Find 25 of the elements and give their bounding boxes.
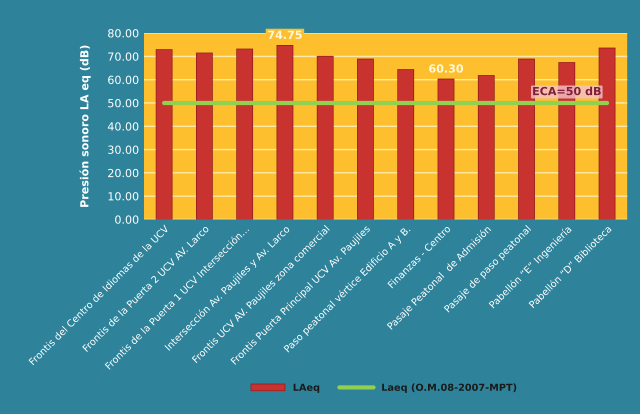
bar xyxy=(236,48,254,220)
bar xyxy=(316,56,334,220)
y-tick-label: 40.00 xyxy=(108,122,138,131)
y-tick-label: 60.00 xyxy=(108,76,138,84)
y-tick-label: 50.00 xyxy=(108,98,138,108)
bar xyxy=(478,75,495,220)
y-tick-label: 70.00 xyxy=(108,52,138,61)
y-tick-label: 0.00 xyxy=(115,215,138,224)
y-tick-label: 10.00 xyxy=(108,192,138,201)
bar xyxy=(397,69,414,220)
legend-label: Laeq (O.M.08-2007-MPT) xyxy=(382,383,516,393)
bar xyxy=(518,58,535,220)
y-tick-label: 30.00 xyxy=(108,146,138,154)
data-label: 74.75 xyxy=(268,30,302,40)
annotation: ECA=50 dB xyxy=(533,86,601,96)
data-label: 60.30 xyxy=(429,64,464,73)
bar xyxy=(357,58,374,220)
y-tick-label: 20.00 xyxy=(108,168,138,178)
y-tick-label: 80.00 xyxy=(108,29,138,38)
bar xyxy=(196,52,213,220)
bar xyxy=(438,78,454,220)
y-axis-title: Presión sonoro LA eq (dB) xyxy=(79,46,91,207)
legend-label: LAeq xyxy=(294,384,320,393)
bar xyxy=(276,44,294,220)
bar xyxy=(156,49,173,220)
